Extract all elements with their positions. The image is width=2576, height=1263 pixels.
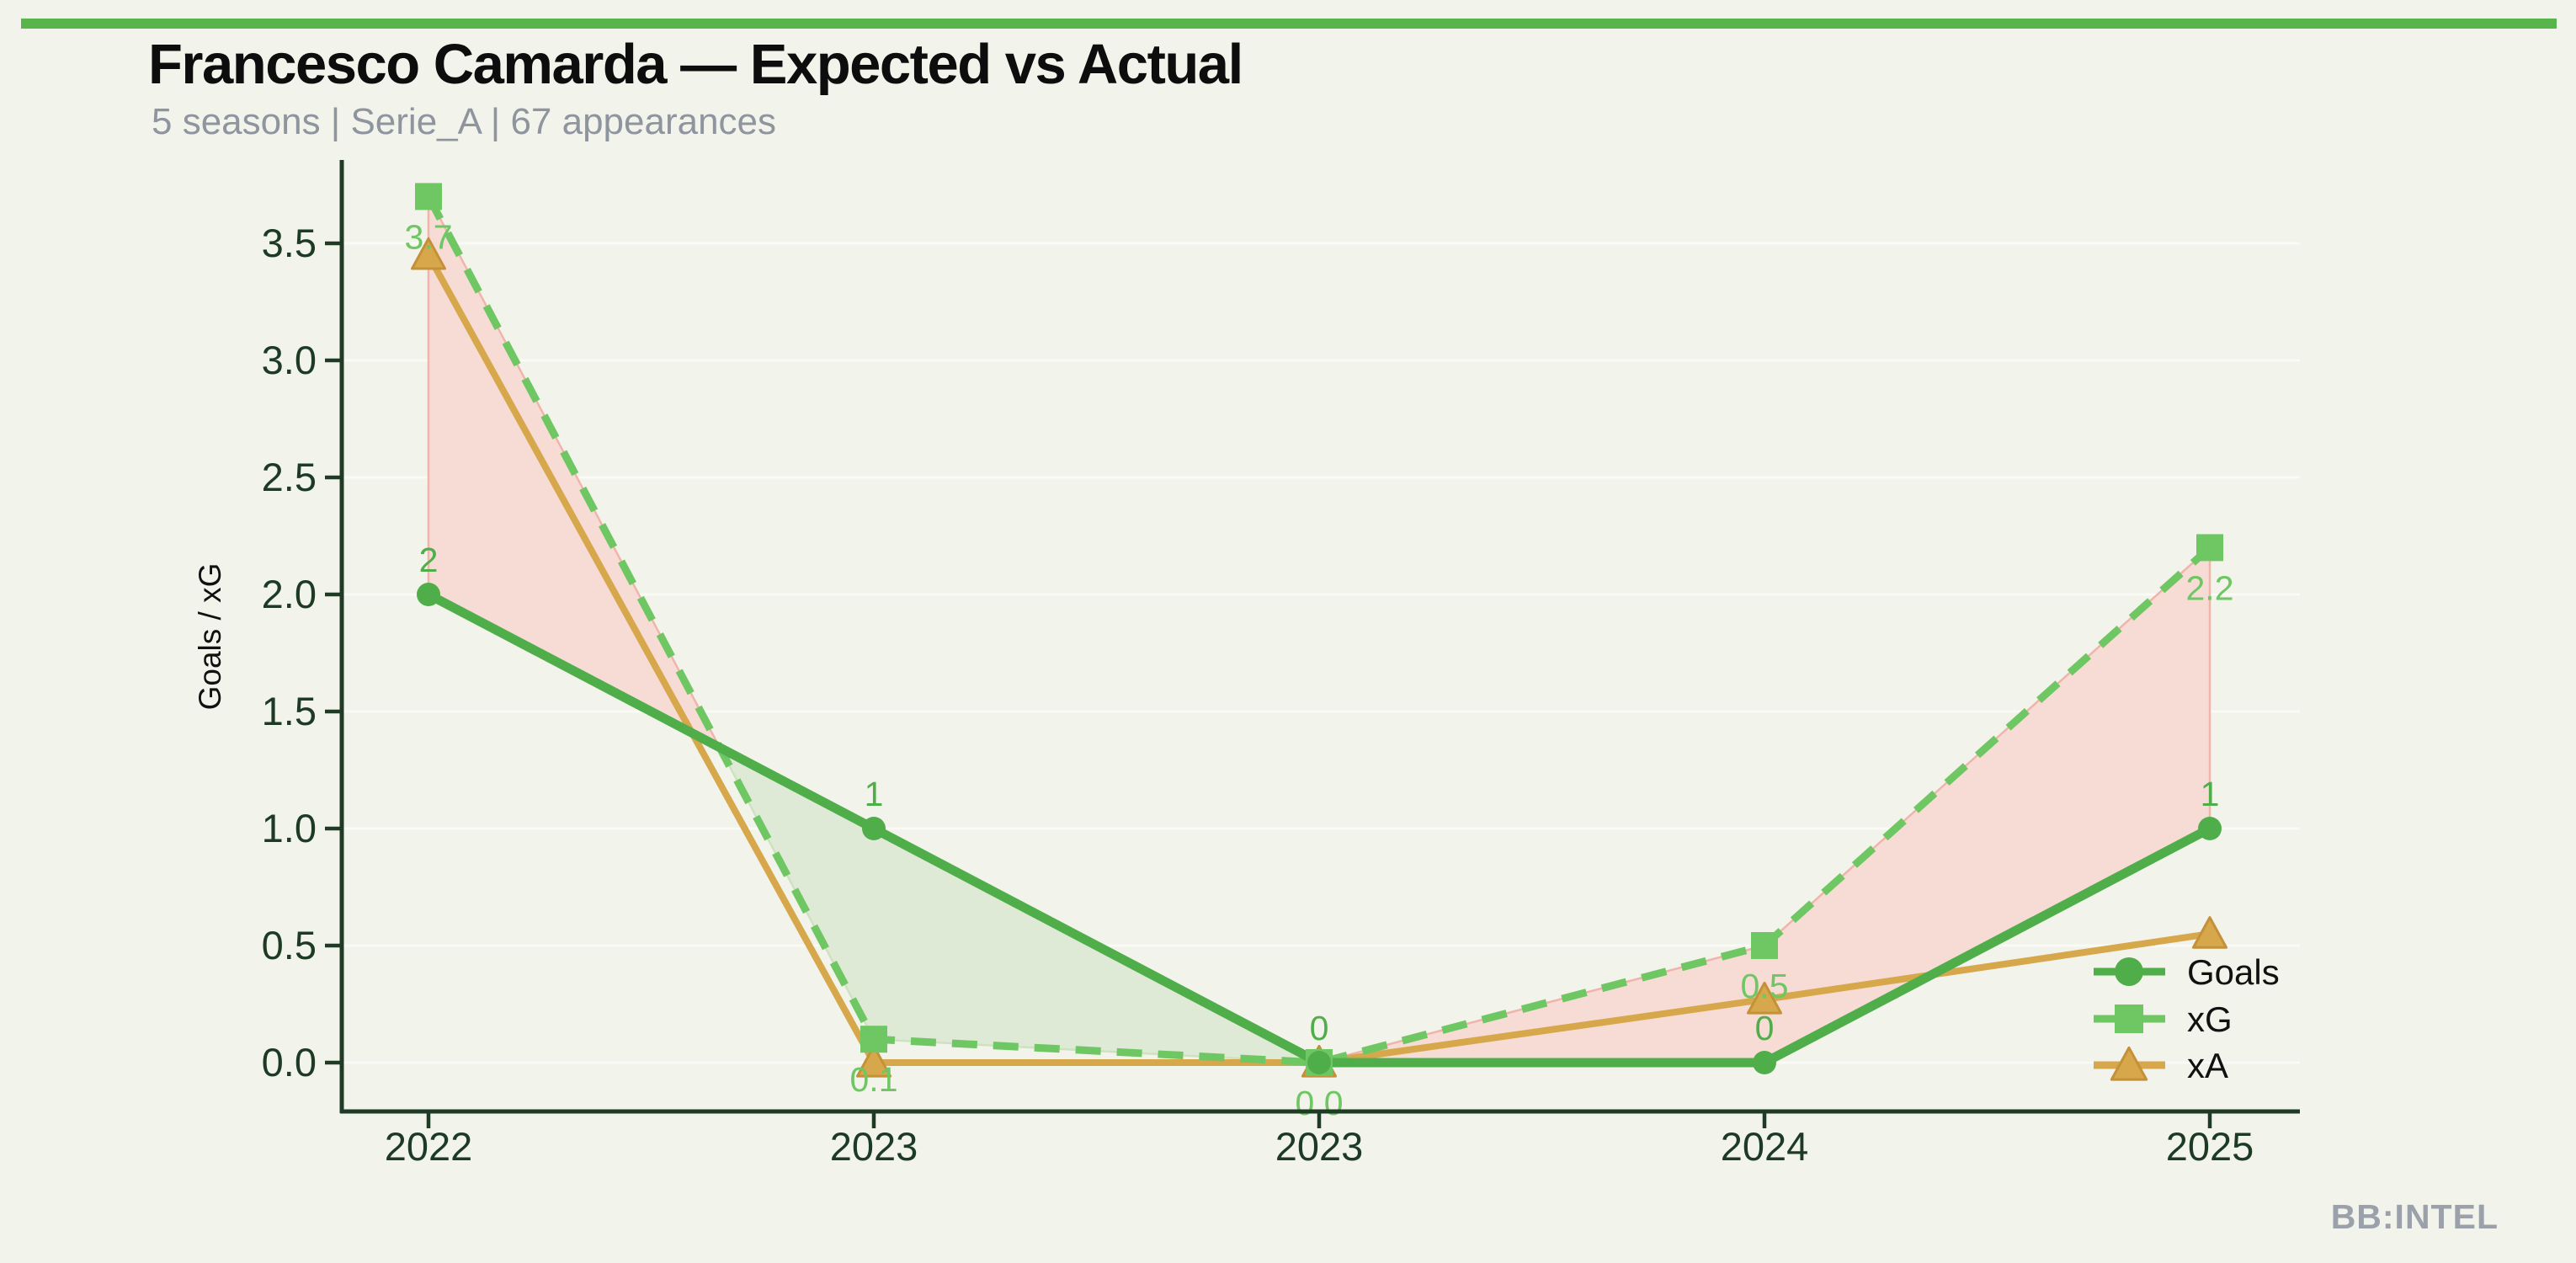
xa-triangle-marker: [2191, 916, 2228, 949]
x-tick-label: 2023: [1275, 1124, 1364, 1169]
x-tick-label: 2025: [2166, 1124, 2254, 1169]
goals-circle-marker: [2115, 957, 2143, 986]
xg-square-marker: [2196, 534, 2223, 562]
xa-triangle-marker: [1746, 981, 1783, 1015]
y-tick-label: 2.0: [262, 572, 317, 616]
goals-circle-marker: [1307, 1051, 1331, 1074]
y-tick-label: 3.5: [262, 221, 317, 265]
accent-top-bar: [21, 19, 2557, 29]
x-tick-label: 2023: [830, 1124, 918, 1169]
value-label-xg: 2.2: [2186, 568, 2234, 607]
xa-triangle-marker: [2110, 1046, 2148, 1081]
value-label-xg: 3.7: [405, 217, 453, 256]
series-goals-markers: [417, 583, 2222, 1074]
gridlines: [342, 242, 2300, 1064]
x-tick-labels: 2022 2023 2023 2024 2025: [385, 1124, 2254, 1169]
legend-label-xa: xA: [2187, 1046, 2228, 1085]
goals-circle-marker: [862, 817, 886, 840]
value-label-goals: 2: [419, 541, 439, 579]
xg-square-marker: [2115, 1005, 2143, 1033]
legend-label-goals: Goals: [2187, 952, 2280, 992]
x-tick-label: 2024: [1721, 1124, 1809, 1169]
y-tick-label: 2.5: [262, 455, 317, 499]
fill-regions: [427, 195, 2211, 1064]
series-xg-line: [425, 195, 2212, 1067]
value-label-xg: 0.5: [1741, 967, 1789, 1005]
xg-square-marker: [1751, 932, 1778, 959]
chart-title: Francesco Camarda — Expected vs Actual: [148, 33, 1243, 96]
y-tick-label: 1.0: [262, 806, 317, 850]
chart-subtitle: 5 seasons | Serie_A | 67 appearances: [152, 101, 777, 142]
x-tick-label: 2022: [385, 1124, 473, 1169]
y-tick-label: 1.5: [262, 689, 317, 733]
y-tick-label: 3.0: [262, 338, 317, 382]
value-label-goals: 1: [2201, 775, 2220, 813]
xa-triangle-marker: [855, 1044, 892, 1078]
point-value-labels: 210 013.70.10.00.52.2: [405, 217, 2234, 1122]
y-axis-title: Goals / xG: [193, 563, 227, 711]
value-label-xg: 0.1: [850, 1060, 898, 1099]
y-tick-label: 0.5: [262, 923, 317, 967]
legend-label-xg: xG: [2187, 999, 2233, 1039]
brand-watermark: BB:INTEL: [2330, 1197, 2499, 1236]
value-label-goals: 0: [1755, 1009, 1775, 1047]
value-label-goals: 1: [865, 775, 884, 813]
xg-square-marker: [415, 183, 442, 210]
axes: [325, 160, 2300, 1128]
legend: Goals xG xA: [2094, 952, 2280, 1085]
value-label-goals: 0: [1310, 1009, 1329, 1047]
xa-triangle-marker: [410, 237, 447, 270]
y-tick-label: 0.0: [262, 1040, 317, 1084]
y-tick-labels: 0.0 0.5 1.0 1.5 2.0 2.5 3.0 3.5: [262, 221, 317, 1084]
goals-circle-marker: [2198, 817, 2222, 840]
goals-circle-marker: [1753, 1051, 1776, 1074]
goals-circle-marker: [417, 583, 440, 606]
xg-square-marker: [860, 1026, 887, 1053]
